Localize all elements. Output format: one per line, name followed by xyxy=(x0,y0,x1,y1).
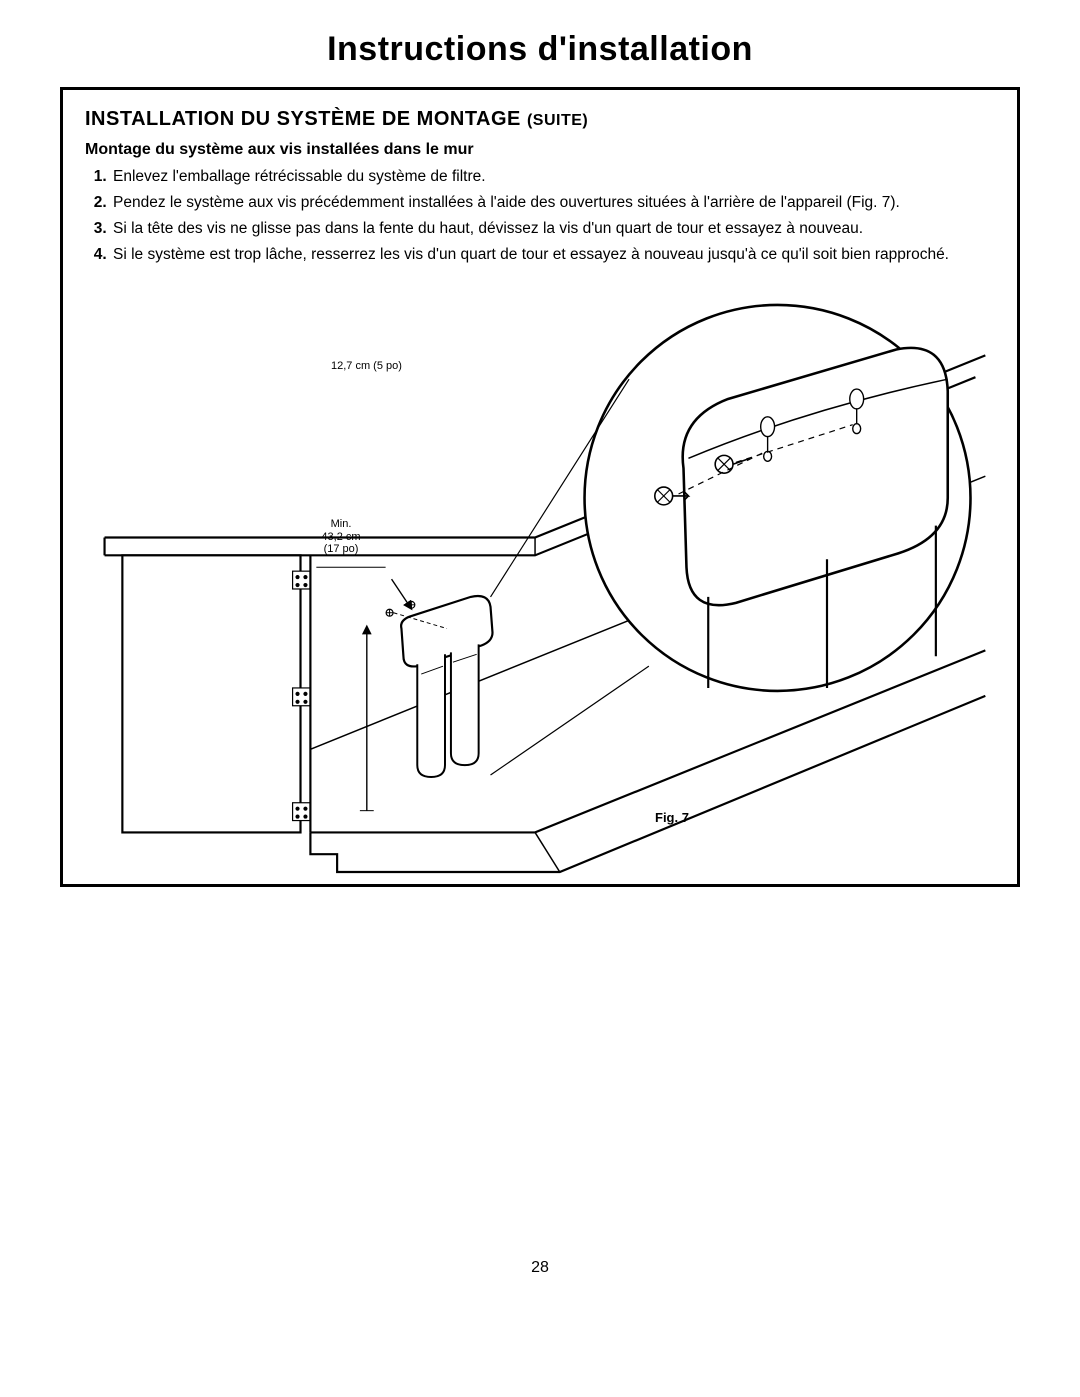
sub-heading: Montage du système aux vis installées da… xyxy=(85,141,995,159)
wall-screws xyxy=(386,601,415,616)
steps-list: Enlevez l'emballage rétrécissable du sys… xyxy=(85,167,995,266)
page: Instructions d'installation INSTALLATION… xyxy=(0,0,1080,1397)
diagram-svg xyxy=(85,300,995,874)
heading-main: INSTALLATION DU SYSTÈME DE MONTAGE xyxy=(85,108,527,130)
figure-caption: Fig. 7 xyxy=(655,810,689,825)
section-heading: INSTALLATION DU SYSTÈME DE MONTAGE (SUIT… xyxy=(85,108,995,131)
dim-min-label: Min. 43,2 cm (17 po) xyxy=(313,518,369,556)
page-number: 28 xyxy=(0,1259,1080,1277)
content-box: INSTALLATION DU SYSTÈME DE MONTAGE (SUIT… xyxy=(60,87,1020,887)
step-item: Enlevez l'emballage rétrécissable du sys… xyxy=(111,167,995,187)
step-item: Si le système est trop lâche, resserrez … xyxy=(111,245,995,265)
dim-top-label: 12,7 cm (5 po) xyxy=(331,360,402,373)
dim-top xyxy=(316,567,411,609)
dim-min xyxy=(360,627,374,811)
heading-suite: (SUITE) xyxy=(527,112,588,129)
page-title: Instructions d'installation xyxy=(60,30,1020,69)
step-item: Pendez le système aux vis précédemment i… xyxy=(111,193,995,213)
step-item: Si la tête des vis ne glisse pas dans la… xyxy=(111,219,995,239)
filter-small xyxy=(401,596,492,777)
figure-7-diagram: 12,7 cm (5 po) Min. 43,2 cm (17 po) Fig.… xyxy=(85,300,995,874)
